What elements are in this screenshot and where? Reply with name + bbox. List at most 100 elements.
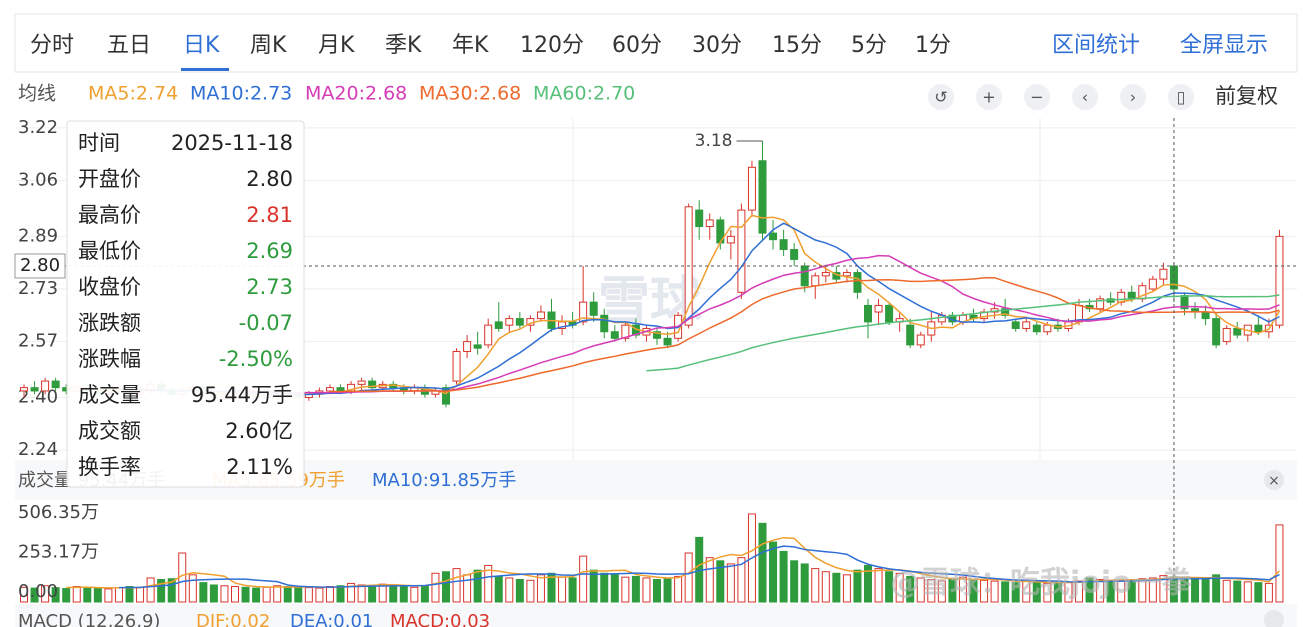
ma-legend: MA5:2.74 [88, 83, 178, 105]
volume-bar [325, 586, 334, 603]
adjust-label[interactable]: 前复权 [1215, 84, 1278, 108]
volume-bar [1011, 582, 1020, 603]
volume-bar [442, 571, 450, 603]
tab[interactable]: 5分 [851, 33, 887, 58]
right-tab[interactable]: 全屏显示 [1180, 33, 1268, 58]
tool-button[interactable] [1072, 84, 1098, 110]
tab[interactable]: 月K [318, 33, 355, 58]
candle-body [1022, 321, 1031, 329]
tooltip-key: 涨跌幅 [78, 347, 141, 371]
volume-bar [1096, 579, 1105, 603]
tooltip-key: 开盘价 [78, 167, 141, 191]
volume-bar [283, 586, 292, 603]
volume-bar [653, 579, 661, 603]
tooltip-value: 2.11% [226, 455, 293, 479]
tab[interactable]: 五日 [107, 33, 151, 58]
volume-bar [769, 541, 778, 603]
volume-bar [304, 587, 313, 603]
tool-button[interactable] [1120, 84, 1146, 110]
tooltip-key: 最低价 [78, 239, 141, 263]
volume-bar [315, 587, 324, 603]
tab[interactable]: 60分 [612, 33, 662, 58]
volume-bar [1264, 582, 1273, 603]
tooltip-key: 换手率 [78, 455, 141, 479]
ma-legend: MA30:2.68 [419, 83, 521, 105]
volume-bar [399, 586, 408, 603]
tooltip-value: 2.73 [246, 275, 293, 299]
volume-bar [294, 586, 303, 603]
tab[interactable]: 周K [250, 33, 287, 58]
tab[interactable]: 日K [183, 33, 220, 58]
volume-bar [515, 579, 524, 603]
tooltip-value: 2.69 [246, 239, 293, 263]
candle-body [1233, 327, 1242, 336]
volume-bar [125, 586, 134, 603]
volume-bar [431, 572, 440, 603]
ma-line [329, 276, 1280, 393]
macd-header [15, 604, 1297, 627]
volume-bar [157, 579, 166, 603]
tab[interactable]: 15分 [772, 33, 822, 58]
tab[interactable]: 年K [452, 33, 489, 58]
volume-bar [779, 550, 788, 603]
volume-bar [916, 577, 925, 603]
volume-bar [811, 568, 820, 603]
volume-bar [1233, 580, 1242, 603]
ma-legend: MA20:2.68 [305, 83, 407, 105]
tab[interactable]: 分时 [30, 33, 74, 58]
volume-bar [1001, 581, 1010, 603]
candle-body [494, 321, 503, 329]
tool-icon: − [1030, 88, 1043, 107]
volume-bar [389, 584, 398, 603]
volume-bar [547, 572, 556, 603]
tooltip-key: 涨跌额 [78, 311, 141, 335]
candle-body [1222, 327, 1231, 343]
volume-bar [1243, 581, 1252, 603]
volume-bar [600, 572, 609, 603]
close-icon: × [1268, 473, 1280, 489]
volume-bar [1032, 582, 1041, 603]
candle-body [51, 380, 60, 389]
volume-bar [842, 574, 851, 603]
volume-bar [220, 585, 229, 603]
volume-bar [853, 569, 862, 603]
tool-button[interactable] [1024, 84, 1050, 110]
ma-title: 均线 [18, 83, 56, 105]
candle-body [800, 265, 809, 287]
candle-body [1254, 324, 1263, 333]
candle-body [505, 318, 514, 326]
volume-bar [958, 576, 967, 603]
tool-icon: › [1130, 88, 1136, 107]
ma-line [224, 254, 1280, 394]
tooltip-key: 最高价 [78, 203, 141, 227]
volume-bar [241, 586, 250, 603]
tool-button[interactable] [928, 84, 954, 110]
tooltip-value: -0.07 [239, 311, 293, 335]
candle-body [1201, 311, 1210, 320]
tab[interactable]: 季K [385, 33, 422, 58]
tooltip-key: 收盘价 [78, 275, 141, 299]
candle-body [325, 387, 334, 392]
close-button[interactable] [1264, 610, 1284, 627]
tab[interactable]: 30分 [692, 33, 742, 58]
macd-legend: MACD (12,26,9) [18, 611, 160, 627]
tab[interactable]: 120分 [520, 33, 584, 58]
right-tab[interactable]: 区间统计 [1052, 33, 1140, 58]
tool-button[interactable] [976, 84, 1002, 110]
volume-bar [758, 522, 767, 603]
tool-icon: ↺ [934, 88, 947, 107]
candle-body [1001, 308, 1010, 316]
tooltip [66, 120, 305, 488]
candle-body [853, 272, 862, 293]
candle-body [600, 314, 609, 333]
tab[interactable]: 1分 [915, 33, 951, 58]
candle-body [20, 387, 28, 392]
volume-bar [30, 587, 39, 603]
tool-button[interactable] [1168, 84, 1194, 110]
volume-bar [526, 579, 535, 603]
close-button[interactable] [1264, 470, 1284, 490]
tooltip-value: 2.80 [246, 167, 293, 191]
volume-bar [832, 572, 841, 603]
macd-legend: MACD:0.03 [390, 611, 490, 627]
volume-bar [1043, 582, 1052, 603]
